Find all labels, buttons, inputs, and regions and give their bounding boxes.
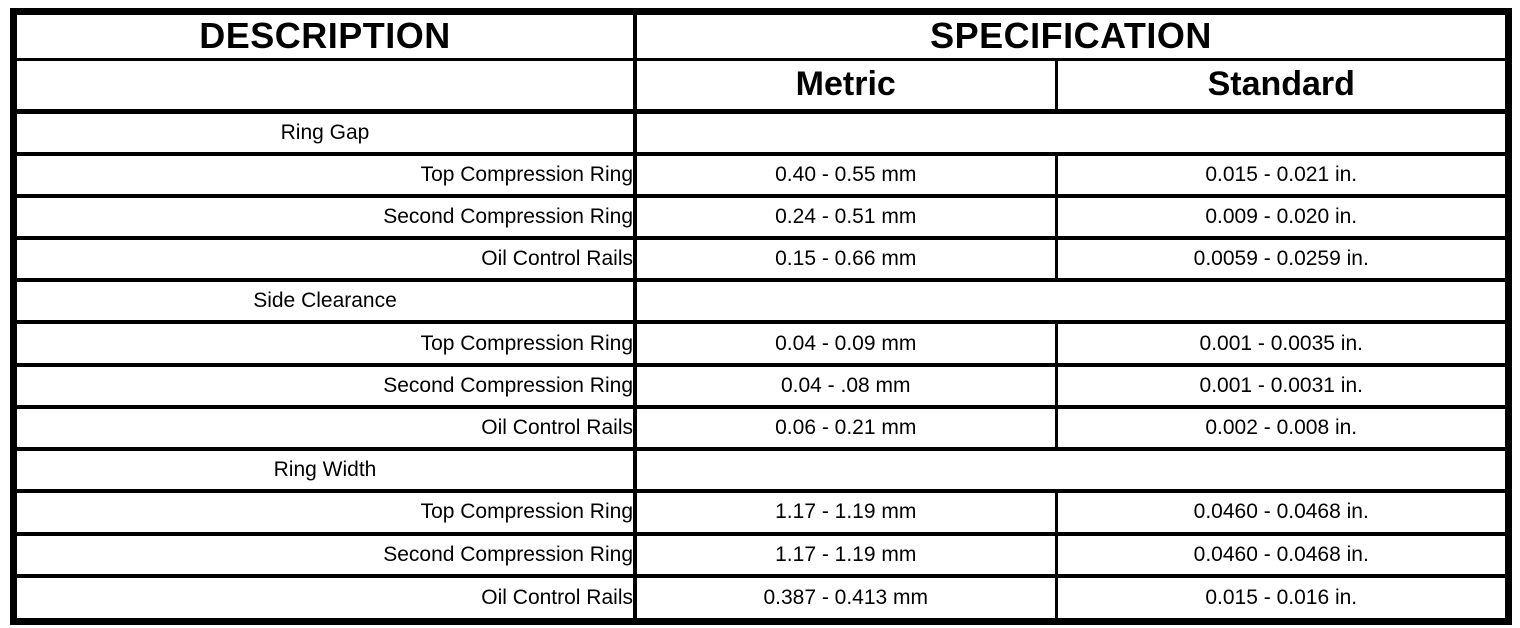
specification-table: DESCRIPTION SPECIFICATION Metric Standar… (17, 15, 1505, 618)
standard-cell: 0.0460 - 0.0468 in. (1056, 491, 1505, 536)
table-row: Second Compression Ring 1.17 - 1.19 mm 0… (17, 533, 1505, 578)
metric-cell: 0.04 - 0.09 mm (635, 322, 1058, 367)
standard-cell: 0.001 - 0.0035 in. (1056, 322, 1505, 367)
description-cell: Top Compression Ring (17, 153, 637, 198)
section-row-ring-width: Ring Width (17, 449, 1505, 494)
section-row-side-clearance: Side Clearance (17, 280, 1505, 325)
description-cell: Top Compression Ring (17, 322, 637, 367)
description-cell: Top Compression Ring (17, 491, 637, 536)
standard-cell: 0.0460 - 0.0468 in. (1056, 533, 1505, 578)
section-row-ring-gap: Ring Gap (17, 111, 1505, 156)
description-cell: Oil Control Rails (17, 406, 637, 452)
header-row-main: DESCRIPTION SPECIFICATION (17, 15, 1505, 61)
section-title: Ring Width (17, 449, 637, 494)
standard-cell: 0.015 - 0.021 in. (1056, 153, 1505, 198)
metric-cell: 0.15 - 0.66 mm (635, 238, 1058, 283)
description-cell: Second Compression Ring (17, 364, 637, 409)
metric-cell: 0.06 - 0.21 mm (635, 406, 1058, 452)
specification-table-frame: DESCRIPTION SPECIFICATION Metric Standar… (10, 8, 1512, 625)
metric-cell: 1.17 - 1.19 mm (635, 491, 1058, 536)
subheader-standard: Standard (1056, 59, 1505, 114)
header-row-units: Metric Standard (17, 59, 1505, 114)
table-row: Top Compression Ring 0.04 - 0.09 mm 0.00… (17, 322, 1505, 367)
standard-cell: 0.009 - 0.020 in. (1056, 195, 1505, 241)
table-row: Oil Control Rails 0.15 - 0.66 mm 0.0059 … (17, 238, 1505, 283)
col-header-description: DESCRIPTION (17, 15, 637, 61)
section-title: Ring Gap (17, 111, 637, 156)
table-row: Oil Control Rails 0.06 - 0.21 mm 0.002 -… (17, 406, 1505, 452)
standard-cell: 0.001 - 0.0031 in. (1056, 364, 1505, 409)
description-cell: Second Compression Ring (17, 195, 637, 241)
metric-cell: 0.24 - 0.51 mm (635, 195, 1058, 241)
table-row: Oil Control Rails 0.387 - 0.413 mm 0.015… (17, 575, 1505, 618)
table-row: Top Compression Ring 1.17 - 1.19 mm 0.04… (17, 491, 1505, 536)
col-header-specification: SPECIFICATION (635, 15, 1505, 61)
metric-cell: 0.40 - 0.55 mm (635, 153, 1058, 198)
standard-cell: 0.015 - 0.016 in. (1205, 585, 1358, 609)
metric-cell: 1.17 - 1.19 mm (635, 533, 1058, 578)
section-spec-empty-cell (635, 449, 1505, 494)
section-spec-empty-cell (635, 280, 1505, 325)
description-cell: Second Compression Ring (17, 533, 637, 578)
description-cell: Oil Control Rails (17, 238, 637, 283)
standard-cell: 0.0059 - 0.0259 in. (1056, 238, 1505, 283)
metric-cell: 0.04 - .08 mm (635, 364, 1058, 409)
description-cell: Oil Control Rails (17, 575, 637, 618)
header-spacer-cell (17, 59, 637, 114)
table-row: Second Compression Ring 0.04 - .08 mm 0.… (17, 364, 1505, 409)
metric-cell: 0.387 - 0.413 mm (635, 575, 1058, 618)
standard-cell: 0.002 - 0.008 in. (1056, 406, 1505, 452)
table-row: Second Compression Ring 0.24 - 0.51 mm 0… (17, 195, 1505, 241)
section-title: Side Clearance (17, 280, 637, 325)
subheader-metric: Metric (635, 59, 1058, 114)
section-spec-empty-cell (635, 111, 1505, 156)
table-row: Top Compression Ring 0.40 - 0.55 mm 0.01… (17, 153, 1505, 198)
